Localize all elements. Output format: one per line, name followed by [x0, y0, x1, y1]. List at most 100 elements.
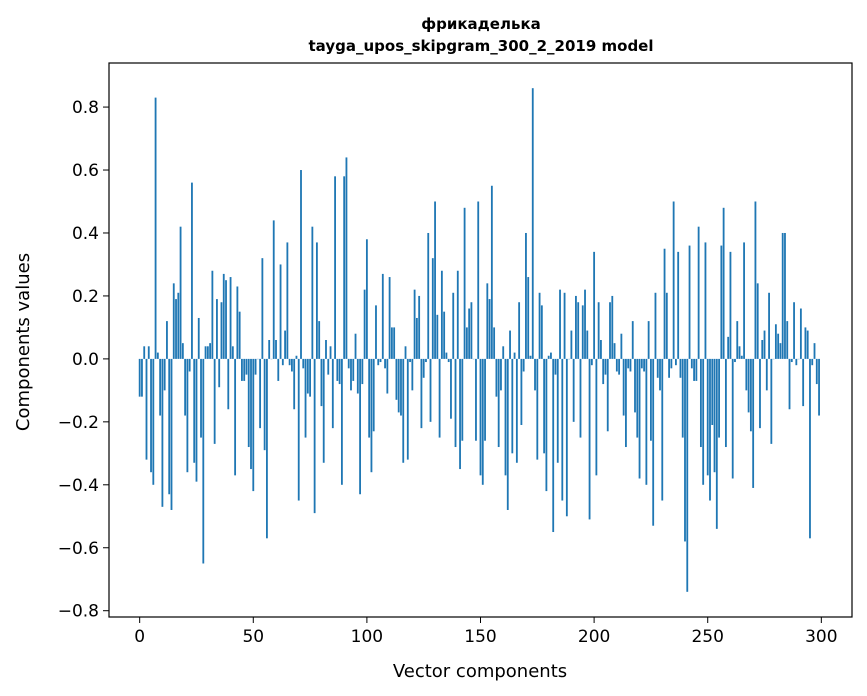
bar — [213, 358, 216, 444]
y-axis-label: Components values — [13, 253, 34, 431]
bar — [650, 358, 652, 441]
bar — [445, 352, 448, 359]
bar — [715, 358, 718, 529]
bar — [216, 299, 218, 359]
bar — [191, 182, 193, 359]
bar — [375, 305, 377, 359]
bar — [690, 358, 693, 369]
bar — [481, 358, 484, 485]
bar — [634, 358, 636, 413]
bar — [500, 358, 502, 391]
bar — [400, 358, 402, 416]
bar — [320, 358, 323, 407]
bar — [218, 358, 221, 388]
bar — [475, 358, 477, 441]
bar — [604, 358, 607, 375]
bar — [315, 242, 318, 359]
bar — [193, 358, 196, 463]
bar — [266, 358, 268, 539]
bar — [338, 358, 341, 385]
bar — [665, 292, 668, 359]
bar — [784, 232, 786, 359]
bar — [379, 358, 382, 363]
bar — [345, 157, 348, 359]
bar — [722, 207, 725, 359]
bar — [640, 358, 643, 369]
bar — [427, 232, 430, 359]
bar — [195, 358, 198, 482]
bar — [531, 88, 534, 359]
bar — [579, 358, 582, 438]
bar — [765, 358, 768, 391]
bar — [163, 358, 166, 391]
bar — [743, 242, 745, 359]
bar — [325, 340, 327, 359]
bar — [702, 358, 705, 485]
bar — [647, 321, 650, 359]
bar — [661, 358, 664, 501]
bar — [654, 292, 657, 359]
bar — [618, 358, 621, 375]
bar — [736, 321, 739, 359]
bar — [815, 358, 818, 385]
bar — [652, 358, 655, 526]
bar — [788, 358, 791, 410]
bar — [156, 352, 159, 359]
bar — [415, 317, 418, 359]
bar — [613, 343, 616, 359]
bar — [440, 270, 443, 359]
bar — [413, 289, 416, 359]
bar — [452, 292, 455, 359]
bar — [749, 358, 752, 432]
bar — [813, 343, 816, 359]
bar — [334, 176, 336, 359]
x-tick-label: 300 — [805, 627, 837, 647]
bar — [656, 358, 659, 378]
bar — [609, 302, 611, 359]
bar — [279, 264, 282, 359]
bar — [636, 358, 639, 438]
bar — [768, 292, 770, 359]
bar — [268, 340, 271, 359]
bar — [202, 358, 205, 564]
bar — [809, 358, 811, 539]
bar — [361, 358, 364, 385]
bar — [188, 358, 191, 372]
bar — [406, 358, 409, 460]
bar — [204, 346, 207, 359]
bar — [638, 358, 641, 479]
bar — [590, 358, 593, 366]
bar — [547, 355, 550, 359]
y-tick-label: 0.2 — [72, 287, 99, 307]
bar — [141, 358, 143, 397]
bar — [695, 358, 698, 381]
bar — [645, 358, 648, 485]
bar — [761, 340, 764, 359]
bar — [306, 358, 309, 394]
bar — [229, 277, 232, 359]
bar — [643, 358, 646, 372]
bar — [799, 308, 802, 359]
bar — [275, 340, 277, 359]
bar — [463, 207, 466, 359]
bar — [184, 358, 187, 416]
bar — [572, 358, 575, 422]
bar — [709, 358, 711, 501]
bar — [354, 333, 357, 359]
bar — [559, 289, 561, 359]
bar — [740, 355, 743, 359]
bar — [718, 358, 720, 438]
bar — [554, 358, 557, 375]
y-tick-label: −0.6 — [58, 539, 99, 559]
bar — [236, 286, 239, 359]
bar — [468, 308, 471, 359]
bar — [593, 251, 596, 359]
bar — [350, 358, 352, 391]
bar — [774, 324, 777, 359]
bar — [611, 295, 614, 359]
y-tick-label: 0.4 — [72, 224, 99, 244]
bar — [509, 330, 511, 359]
bar — [450, 358, 452, 419]
x-tick-label: 0 — [134, 627, 145, 647]
bar — [734, 358, 736, 363]
